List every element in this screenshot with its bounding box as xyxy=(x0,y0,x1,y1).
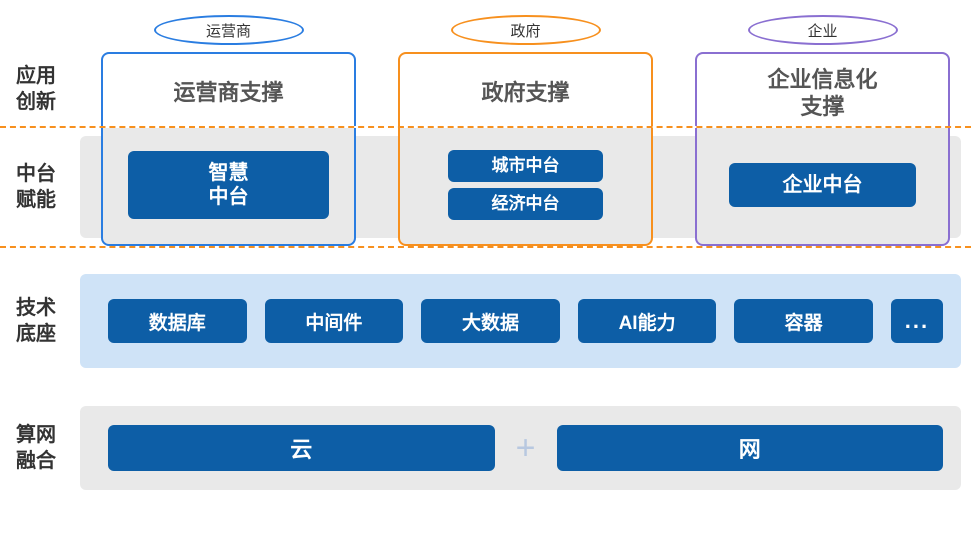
row-application: 应用 创新 运营商支撑 政府支撑 企业信息化 支撑 xyxy=(0,52,971,126)
plus-icon: + xyxy=(509,429,543,468)
row-middle-platform: 中台 赋能 智慧 中台 城市中台 经济中台 企业中台 xyxy=(0,128,971,246)
tech-pill-more: ... xyxy=(891,299,943,343)
net-pill-network: 网 xyxy=(557,425,944,471)
divider-dash-2 xyxy=(0,246,971,248)
pill-smart-platform: 智慧 中台 xyxy=(128,151,328,219)
row-label-net: 算网 融合 xyxy=(0,398,80,498)
pill-city-platform: 城市中台 xyxy=(448,150,603,182)
mid-box-operator: 智慧 中台 xyxy=(101,128,356,246)
row-label-tech: 技术 底座 xyxy=(0,266,80,376)
app-box-enterprise: 企业信息化 支撑 xyxy=(695,52,950,126)
ellipse-operator: 运营商 xyxy=(154,15,304,45)
ellipse-gov: 政府 xyxy=(451,15,601,45)
tech-pill-middleware: 中间件 xyxy=(265,299,404,343)
mid-box-gov: 城市中台 经济中台 xyxy=(398,128,653,246)
row-compute-network: 算网 融合 云 + 网 xyxy=(0,398,971,498)
net-pill-cloud: 云 xyxy=(108,425,495,471)
ellipse-header-row: 运营商 政府 企业 xyxy=(0,8,971,52)
row-label-app: 应用 创新 xyxy=(0,52,80,126)
app-box-operator: 运营商支撑 xyxy=(101,52,356,126)
app-box-gov: 政府支撑 xyxy=(398,52,653,126)
row-label-mid: 中台 赋能 xyxy=(0,128,80,246)
mid-box-enterprise: 企业中台 xyxy=(695,128,950,246)
tech-pill-ai: AI能力 xyxy=(578,299,717,343)
row-tech-base: 技术 底座 数据库 中间件 大数据 AI能力 容器 ... xyxy=(0,266,971,376)
tech-pill-db: 数据库 xyxy=(108,299,247,343)
ellipse-enterprise: 企业 xyxy=(748,15,898,45)
pill-enterprise-platform: 企业中台 xyxy=(729,163,915,207)
tech-pill-container: 容器 xyxy=(734,299,873,343)
tech-pill-bigdata: 大数据 xyxy=(421,299,560,343)
pill-econ-platform: 经济中台 xyxy=(448,188,603,220)
